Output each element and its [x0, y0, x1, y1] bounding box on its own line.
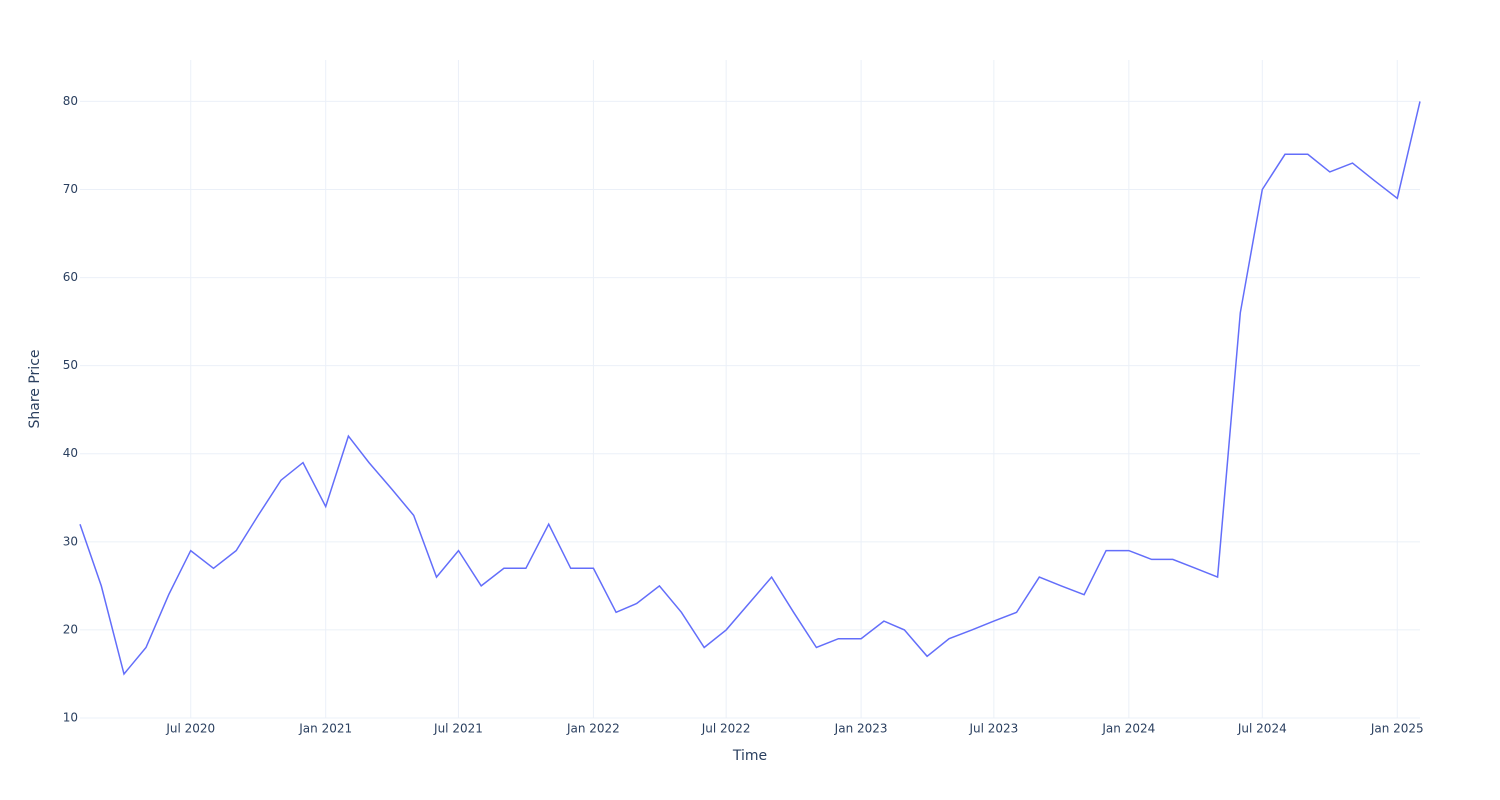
x-tick-label: Jan 2023: [834, 722, 888, 736]
y-tick-label: 20: [63, 622, 78, 636]
x-tick-label: Jul 2024: [1237, 722, 1287, 736]
y-tick-label: 60: [63, 270, 78, 284]
y-tick-label: 10: [63, 711, 78, 725]
x-tick-label: Jul 2021: [433, 722, 483, 736]
y-tick-label: 50: [63, 358, 78, 372]
x-tick-label: Jan 2022: [566, 722, 620, 736]
y-tick-label: 70: [63, 182, 78, 196]
x-tick-label: Jul 2020: [165, 722, 215, 736]
x-tick-label: Jan 2024: [1101, 722, 1155, 736]
x-tick-label: Jan 2021: [298, 722, 352, 736]
y-tick-label: 30: [63, 534, 78, 548]
y-tick-label: 80: [63, 94, 78, 108]
price-line: [79, 101, 1421, 676]
x-tick-label: Jan 2025: [1370, 722, 1424, 736]
y-axis-title: Share Price: [27, 349, 43, 428]
x-axis-title: Time: [732, 748, 767, 764]
x-tick-label: Jul 2023: [968, 722, 1018, 736]
y-tick-label: 40: [63, 446, 78, 460]
x-tick-label: Jul 2022: [701, 722, 751, 736]
